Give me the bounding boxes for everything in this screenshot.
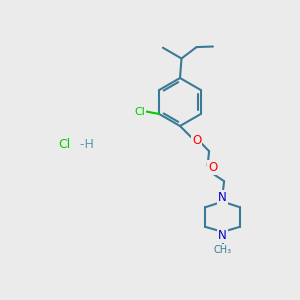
- Text: CH₃: CH₃: [214, 245, 232, 255]
- Text: N: N: [218, 191, 227, 204]
- Text: Cl: Cl: [134, 106, 145, 117]
- Text: N: N: [218, 229, 227, 242]
- Text: Cl: Cl: [58, 137, 70, 151]
- Text: -H: -H: [76, 137, 94, 151]
- Text: O: O: [192, 134, 201, 147]
- Text: O: O: [208, 161, 217, 174]
